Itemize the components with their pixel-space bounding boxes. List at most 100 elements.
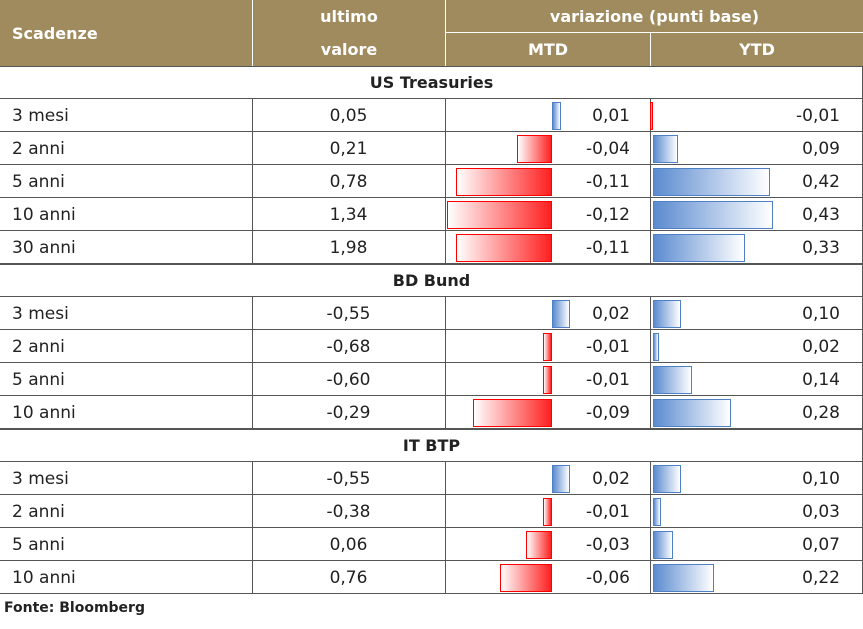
cell-border — [650, 528, 863, 561]
data-bar — [473, 399, 552, 427]
data-bar — [653, 168, 771, 196]
ytd-value: 0,14 — [802, 369, 840, 390]
data-bar — [653, 366, 693, 394]
last-value: -0,55 — [326, 303, 371, 324]
cell-border — [0, 132, 252, 165]
cell-border — [0, 561, 252, 594]
cell-border — [0, 165, 252, 198]
last-value: -0,38 — [326, 501, 371, 522]
data-bar — [653, 399, 732, 427]
cell-border — [252, 198, 445, 231]
mtd-value: -0,01 — [586, 336, 630, 357]
last-value: -0,68 — [326, 336, 371, 357]
maturity: 10 anni — [12, 567, 76, 588]
cell-border — [445, 198, 650, 231]
data-bar — [653, 333, 659, 361]
cell-border — [252, 231, 445, 264]
cell-border — [0, 99, 252, 132]
header-maturity: Scadenze — [0, 0, 252, 66]
cell-border — [252, 363, 445, 396]
header-last-1: ultimo — [252, 0, 445, 33]
cell-border — [252, 330, 445, 363]
maturity: 2 anni — [12, 501, 65, 522]
mtd-value: -0,03 — [586, 534, 630, 555]
data-bar — [525, 531, 552, 559]
maturity: 5 anni — [12, 534, 65, 555]
ytd-value: 0,09 — [802, 138, 840, 159]
cell-border — [252, 396, 445, 429]
data-bar — [650, 102, 653, 130]
data-bar — [653, 531, 673, 559]
cell-border — [252, 297, 445, 330]
mtd-value: -0,04 — [586, 138, 630, 159]
mtd-value: -0,12 — [586, 204, 630, 225]
cell-border — [445, 330, 650, 363]
mtd-value: -0,01 — [586, 369, 630, 390]
data-bar — [543, 333, 552, 361]
cell-border — [445, 396, 650, 429]
ytd-value: 0,07 — [802, 534, 840, 555]
cell-border — [445, 495, 650, 528]
cell-border — [0, 462, 252, 495]
ytd-value: 0,22 — [802, 567, 840, 588]
data-bar — [499, 564, 552, 592]
maturity: 3 mesi — [12, 468, 69, 489]
cell-border — [445, 231, 650, 264]
cell-border — [252, 528, 445, 561]
data-bar — [653, 465, 681, 493]
data-bar — [455, 168, 552, 196]
section-title: US Treasuries — [0, 66, 863, 99]
mtd-value: -0,09 — [586, 402, 630, 423]
last-value: -0,29 — [326, 402, 371, 423]
mtd-value: -0,11 — [586, 237, 630, 258]
cell-border — [650, 132, 863, 165]
data-bar — [543, 366, 552, 394]
cell-border — [0, 396, 252, 429]
data-bar — [552, 300, 570, 328]
cell-border — [0, 198, 252, 231]
mtd-value: -0,11 — [586, 171, 630, 192]
cell-border — [445, 165, 650, 198]
data-bar — [653, 135, 679, 163]
cell-border — [650, 396, 863, 429]
cell-border — [650, 462, 863, 495]
source: Fonte: Bloomberg — [4, 600, 145, 616]
ytd-value: -0,01 — [796, 105, 840, 126]
section-title: IT BTP — [0, 429, 863, 462]
header-ytd: YTD — [650, 33, 863, 66]
ytd-value: 0,03 — [802, 501, 840, 522]
data-bar — [455, 234, 552, 262]
cell-border — [0, 528, 252, 561]
last-value: 1,34 — [329, 204, 368, 225]
last-value: 0,06 — [329, 534, 368, 555]
cell-border — [445, 132, 650, 165]
cell-border — [252, 165, 445, 198]
section-title: BD Bund — [0, 264, 863, 297]
data-bar — [653, 300, 681, 328]
last-value: 0,05 — [329, 105, 368, 126]
cell-border — [0, 363, 252, 396]
ytd-value: 0,28 — [802, 402, 840, 423]
cell-border — [650, 561, 863, 594]
cell-border — [445, 528, 650, 561]
cell-border — [445, 561, 650, 594]
cell-border — [252, 561, 445, 594]
cell-border — [445, 99, 650, 132]
data-bar — [543, 498, 552, 526]
ytd-value: 0,10 — [802, 468, 840, 489]
maturity: 3 mesi — [12, 105, 69, 126]
last-value: 0,76 — [329, 567, 368, 588]
data-bar — [653, 201, 773, 229]
ytd-value: 0,02 — [802, 336, 840, 357]
last-value: 1,98 — [329, 237, 368, 258]
cell-border — [445, 363, 650, 396]
cell-border — [650, 363, 863, 396]
cell-border — [252, 132, 445, 165]
cell-border — [0, 297, 252, 330]
cell-border — [252, 495, 445, 528]
cell-border — [0, 495, 252, 528]
header-change: variazione (punti base) — [445, 0, 863, 33]
mtd-value: 0,01 — [592, 105, 630, 126]
ytd-value: 0,43 — [802, 204, 840, 225]
